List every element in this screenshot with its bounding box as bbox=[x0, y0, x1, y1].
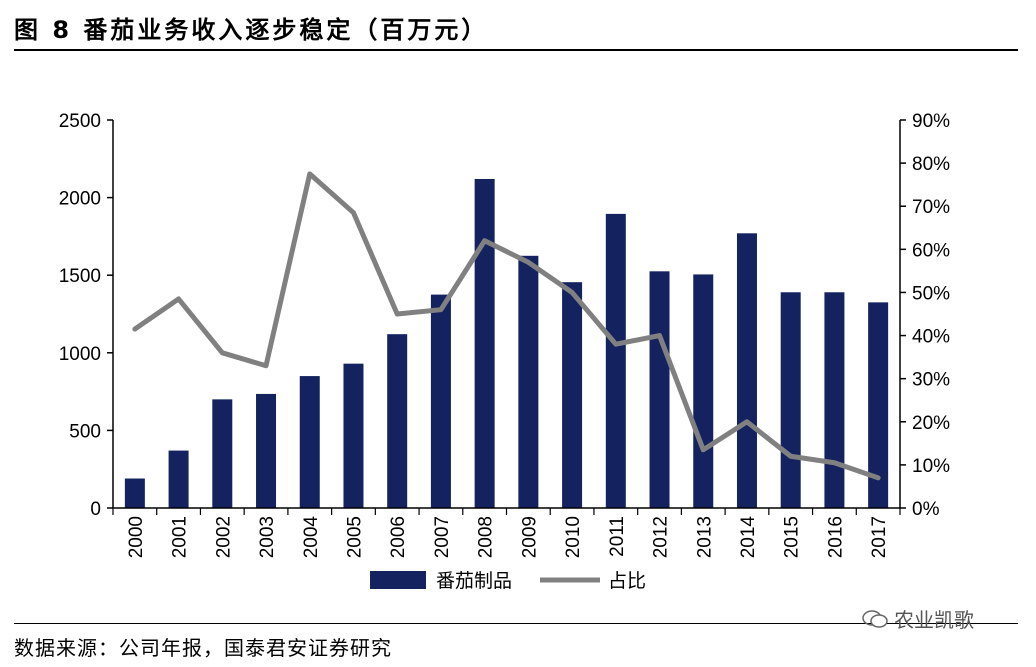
share-point bbox=[789, 454, 793, 458]
right-axis-tick-label: 50% bbox=[912, 283, 950, 304]
share-point bbox=[614, 342, 618, 346]
bar bbox=[562, 282, 583, 508]
bar bbox=[124, 478, 145, 508]
bar bbox=[780, 292, 801, 508]
bar bbox=[474, 178, 495, 508]
x-axis-tick-label: 2007 bbox=[432, 516, 453, 558]
x-axis-tick-label: 2015 bbox=[782, 516, 803, 558]
wechat-icon bbox=[862, 609, 888, 628]
share-line bbox=[132, 171, 881, 481]
title-rule bbox=[14, 49, 1018, 51]
bar bbox=[387, 334, 408, 508]
share-point bbox=[308, 172, 312, 176]
bar bbox=[518, 255, 539, 508]
bar bbox=[343, 363, 364, 508]
bar bbox=[430, 294, 451, 508]
share-point bbox=[483, 239, 487, 243]
line-series-share bbox=[132, 171, 881, 481]
x-axis: 2000 2001 2002 2003 2004 2005 2006 2007 2008 2009… bbox=[112, 507, 901, 559]
watermark: 农业凯歌 bbox=[862, 604, 974, 633]
bar bbox=[824, 292, 845, 508]
source-note: 数据来源：公司年报，国泰君安证券研究 bbox=[14, 636, 392, 660]
x-axis-tick-label: 2012 bbox=[651, 516, 672, 558]
left-axis-tick-label: 0 bbox=[90, 499, 101, 520]
x-axis-tick-label: 2001 bbox=[170, 516, 191, 558]
share-point bbox=[177, 297, 181, 301]
share-point bbox=[701, 448, 705, 452]
legend: 番茄制品 占比 bbox=[370, 570, 646, 592]
x-axis-tick-label: 2013 bbox=[694, 516, 715, 558]
right-axis-tick-label: 70% bbox=[912, 197, 950, 218]
right-y-axis: 0% 10% 20% 30% 40% 50% 60% 70% 80% 90% bbox=[899, 111, 950, 520]
x-axis-tick-label: 2005 bbox=[344, 516, 365, 558]
left-axis-tick-label: 1000 bbox=[59, 344, 101, 365]
bar bbox=[649, 271, 670, 508]
bar-series-tomato-products bbox=[124, 178, 889, 508]
share-point bbox=[526, 260, 530, 264]
share-point bbox=[658, 334, 662, 338]
left-axis-tick-label: 2000 bbox=[59, 189, 101, 210]
right-axis-tick-label: 10% bbox=[912, 456, 950, 477]
share-point bbox=[745, 420, 749, 424]
right-axis-tick-label: 80% bbox=[912, 154, 950, 175]
bar bbox=[868, 302, 889, 508]
bar bbox=[299, 376, 320, 508]
left-y-axis: 0 500 1000 1500 2000 2500 bbox=[59, 111, 114, 520]
bar bbox=[736, 233, 757, 508]
share-point bbox=[133, 327, 137, 331]
x-axis-tick-label: 2014 bbox=[738, 516, 759, 559]
share-point bbox=[876, 476, 880, 480]
figure-title: 图 8 番茄业务收入逐步稳定（百万元） bbox=[14, 16, 489, 44]
footer-rule bbox=[14, 623, 1018, 624]
share-point bbox=[570, 290, 574, 294]
right-axis-tick-label: 20% bbox=[912, 413, 950, 434]
share-point bbox=[264, 364, 268, 368]
share-point bbox=[439, 308, 443, 312]
x-axis-tick-label: 2004 bbox=[301, 516, 322, 559]
bar bbox=[168, 450, 189, 508]
right-axis-tick-label: 0% bbox=[912, 499, 940, 520]
right-axis-tick-label: 40% bbox=[912, 327, 950, 348]
right-axis-tick-label: 90% bbox=[912, 111, 950, 132]
share-point bbox=[832, 461, 836, 465]
share-point bbox=[351, 211, 355, 215]
x-axis-tick-label: 2011 bbox=[607, 516, 628, 557]
share-point bbox=[395, 312, 399, 316]
bar bbox=[693, 274, 714, 508]
legend-label-line: 占比 bbox=[608, 570, 646, 592]
bar bbox=[605, 213, 626, 508]
right-axis-tick-label: 30% bbox=[912, 370, 950, 391]
bar bbox=[212, 399, 233, 508]
legend-label-bar: 番茄制品 bbox=[436, 570, 512, 592]
left-axis-tick-label: 1500 bbox=[59, 266, 101, 287]
watermark-text: 农业凯歌 bbox=[894, 608, 974, 632]
x-axis-tick-label: 2010 bbox=[563, 516, 584, 558]
x-axis-tick-label: 2009 bbox=[519, 516, 540, 558]
share-point bbox=[220, 351, 224, 355]
left-axis-tick-label: 500 bbox=[69, 421, 101, 442]
x-axis-tick-label: 2002 bbox=[213, 516, 234, 558]
x-axis-tick-label: 2006 bbox=[388, 516, 409, 558]
right-axis-tick-label: 60% bbox=[912, 240, 950, 261]
x-axis-tick-label: 2016 bbox=[825, 516, 846, 558]
left-axis-tick-label: 2500 bbox=[59, 111, 101, 132]
x-axis-tick-label: 2000 bbox=[126, 516, 147, 558]
bar bbox=[256, 393, 277, 508]
x-axis-tick-label: 2017 bbox=[869, 516, 890, 558]
x-axis-tick-label: 2008 bbox=[476, 516, 497, 558]
x-axis-tick-label: 2003 bbox=[257, 516, 278, 558]
legend-swatch-bar bbox=[370, 571, 426, 589]
